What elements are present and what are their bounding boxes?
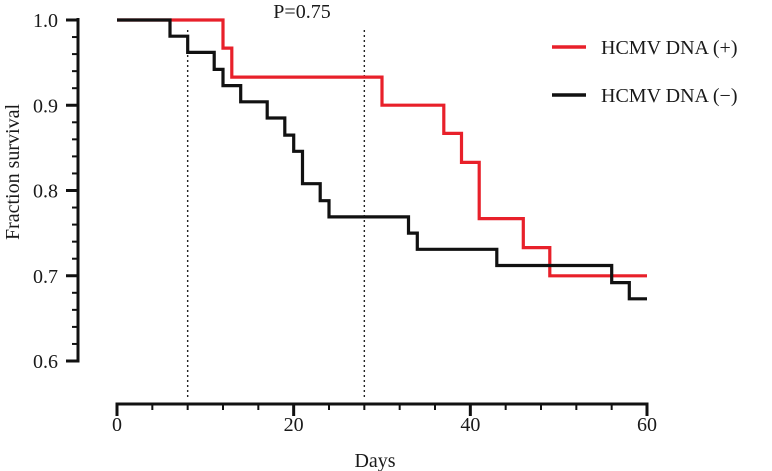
x-tick-label: 40 <box>460 414 480 436</box>
y-tick-label: 0.9 <box>33 95 58 117</box>
series-lines <box>117 18 647 301</box>
x-axis-label: Days <box>354 450 395 471</box>
series-line <box>117 18 647 301</box>
x-tick-label: 20 <box>284 414 304 436</box>
y-axis-label: Fraction survival <box>2 104 24 241</box>
x-axis: 0 20 40 60 <box>112 402 657 436</box>
p-value-annotation: P=0.75 <box>273 1 330 23</box>
y-axis: 0.6 0.7 0.8 0.9 1.0 <box>33 10 80 373</box>
legend-label: HCMV DNA (−) <box>601 85 737 107</box>
y-tick-label: 0.8 <box>33 181 58 203</box>
reference-lines <box>186 30 366 398</box>
y-tick-label: 1.0 <box>33 10 58 32</box>
series-line <box>117 18 647 278</box>
x-tick-label: 60 <box>637 414 657 436</box>
y-tick-label: 0.6 <box>33 351 58 373</box>
x-tick-label: 0 <box>112 414 122 436</box>
legend: HCMV DNA (+) HCMV DNA (−) <box>552 37 737 107</box>
legend-label: HCMV DNA (+) <box>601 37 737 59</box>
y-tick-label: 0.7 <box>33 266 58 288</box>
